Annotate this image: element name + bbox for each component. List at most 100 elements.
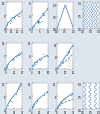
Point [10, 100, 12, 102]
Point [69, 93, 71, 95]
Point [39, 96, 41, 98]
Point [32, 65, 33, 67]
Point [16, 90, 18, 92]
Point [21, 53, 22, 55]
Point [44, 56, 46, 58]
Point [42, 14, 44, 16]
Point [15, 55, 17, 57]
Point [42, 13, 43, 15]
Point [72, 93, 73, 95]
Point [10, 21, 12, 22]
Point [36, 100, 38, 102]
Point [35, 102, 36, 104]
Point [37, 62, 38, 63]
Point [19, 85, 21, 87]
Point [61, 62, 62, 64]
Point [42, 13, 44, 15]
Point [31, 65, 33, 66]
Point [7, 63, 9, 65]
Point [16, 93, 17, 95]
Point [57, 105, 59, 107]
Point [20, 83, 22, 85]
Point [16, 15, 18, 17]
Point [18, 88, 20, 90]
Point [31, 26, 32, 28]
Point [13, 58, 14, 60]
Point [38, 20, 39, 22]
Point [38, 22, 39, 24]
Point [16, 93, 17, 95]
Point [33, 63, 34, 64]
Point [5, 68, 7, 70]
Point [21, 10, 23, 12]
Point [36, 100, 37, 102]
Point [42, 15, 44, 16]
Point [31, 105, 33, 107]
Point [38, 22, 40, 23]
Point [37, 98, 39, 100]
Point [37, 23, 38, 25]
Point [15, 56, 17, 57]
Point [38, 21, 39, 23]
Point [12, 96, 14, 97]
Point [12, 58, 14, 60]
Point [46, 56, 48, 57]
Point [32, 106, 34, 108]
Point [12, 17, 14, 19]
Point [10, 100, 11, 102]
Point [33, 62, 35, 64]
Point [16, 57, 18, 58]
Point [46, 91, 48, 93]
Point [14, 16, 16, 18]
Point [6, 65, 8, 67]
Point [19, 86, 20, 88]
Point [60, 102, 61, 104]
Point [14, 94, 15, 95]
Point [47, 56, 49, 58]
Point [64, 56, 66, 58]
Point [13, 17, 15, 19]
Point [68, 50, 70, 52]
Point [13, 17, 14, 19]
Point [6, 67, 8, 69]
Point [57, 106, 58, 108]
Point [64, 58, 65, 60]
Point [66, 54, 68, 56]
Point [69, 51, 70, 53]
Point [6, 25, 8, 27]
Point [71, 45, 73, 46]
Point [8, 62, 9, 64]
Point [70, 94, 71, 96]
Point [46, 91, 47, 93]
Point [6, 24, 8, 26]
Point [39, 17, 41, 19]
Point [32, 27, 33, 29]
Point [7, 104, 8, 106]
Point [67, 52, 69, 54]
Point [60, 102, 62, 103]
Point [12, 17, 13, 19]
Point [44, 94, 45, 96]
Point [15, 93, 16, 95]
Point [41, 20, 43, 22]
Point [17, 55, 19, 57]
Point [38, 22, 39, 24]
Point [18, 55, 19, 57]
Point [38, 58, 39, 60]
Point [58, 103, 60, 105]
Point [10, 20, 11, 22]
Point [68, 51, 70, 53]
Point [11, 60, 13, 62]
Point [14, 56, 16, 58]
Point [19, 85, 20, 87]
Point [64, 98, 66, 99]
Point [62, 98, 64, 100]
Point [39, 22, 41, 24]
Point [62, 60, 64, 62]
Point [36, 22, 38, 24]
Point [67, 95, 69, 97]
Point [46, 10, 47, 12]
Point [57, 66, 59, 68]
Point [12, 95, 14, 97]
Point [43, 13, 44, 15]
